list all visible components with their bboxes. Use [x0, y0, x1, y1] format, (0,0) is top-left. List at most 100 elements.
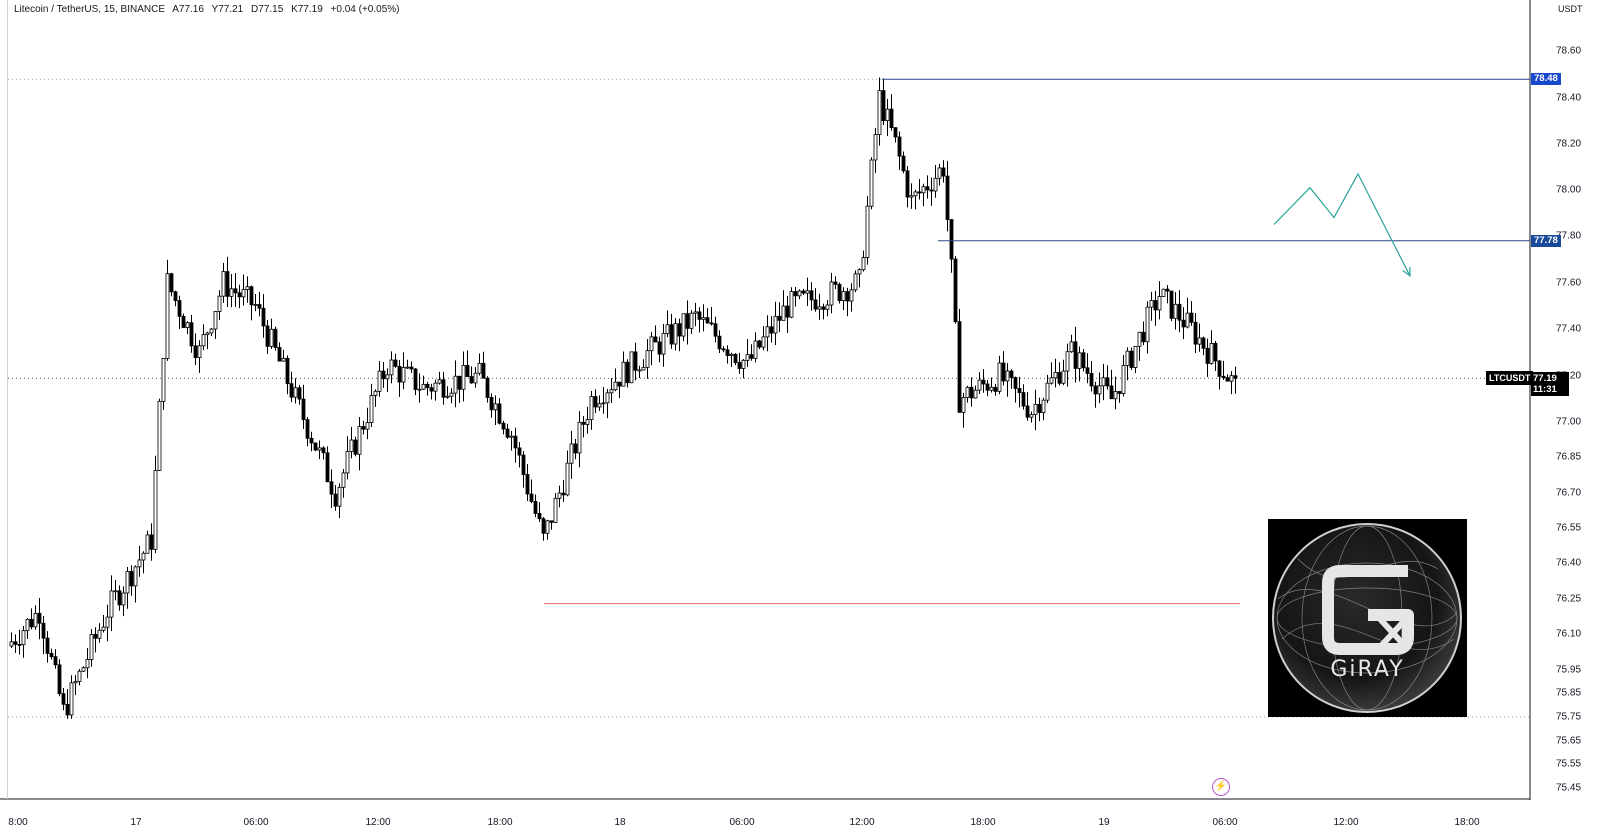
candle-body	[1225, 377, 1230, 382]
logo-brand-text: GiRAY	[1330, 657, 1405, 682]
projection-path[interactable]	[1273, 172, 1411, 277]
candle-body	[1021, 392, 1026, 407]
price-axis-unit[interactable]: USDT	[1558, 4, 1583, 14]
candle-body	[1145, 306, 1150, 343]
candle-body	[453, 375, 458, 394]
candle-body	[329, 481, 334, 495]
candle-body	[1057, 371, 1062, 384]
candle-body	[1181, 319, 1186, 328]
candle-body	[81, 667, 86, 672]
candle-body	[157, 400, 162, 471]
candle-body	[661, 333, 666, 355]
candle-body	[753, 340, 758, 359]
candle-body	[789, 291, 794, 318]
candle-body	[601, 402, 606, 405]
close-value: K77.19	[291, 4, 323, 15]
price-tick-label: 75.55	[1556, 758, 1582, 770]
candle-body	[509, 435, 514, 438]
candle-body	[657, 341, 662, 355]
candle-body	[381, 370, 386, 380]
candle-body	[73, 681, 78, 684]
time-tick-label: 18:00	[970, 817, 996, 828]
candle-body	[1109, 385, 1114, 400]
candle-body	[913, 191, 918, 197]
candle-body	[613, 381, 618, 391]
candle-body	[117, 590, 122, 606]
candle-body	[69, 682, 74, 716]
candle-body	[473, 372, 478, 384]
candle-body	[1117, 391, 1122, 394]
candle-body	[417, 388, 422, 391]
candle-body	[1081, 352, 1086, 369]
candle-body	[93, 634, 98, 639]
candle-body	[1017, 388, 1022, 394]
candle-body	[297, 387, 302, 400]
time-tick-label: 17	[130, 817, 142, 828]
candle-body	[1149, 300, 1154, 308]
price-tick-label: 76.70	[1556, 487, 1582, 499]
candle-body	[361, 426, 366, 430]
candle-body	[1041, 399, 1046, 413]
candle-body	[165, 273, 170, 359]
candle-body	[977, 379, 982, 391]
candle-body	[333, 493, 338, 507]
price-tick-label: 77.60	[1556, 277, 1582, 289]
candle-body	[745, 354, 750, 361]
time-tick-label: 12:00	[365, 817, 391, 828]
watermark-logo: GiRAY	[1268, 519, 1467, 717]
candle-body	[269, 328, 274, 347]
candle-body	[933, 177, 938, 192]
candle-body	[937, 167, 942, 179]
candle-body	[1125, 350, 1130, 366]
candle-body	[221, 271, 226, 297]
candle-body	[265, 325, 270, 347]
candle-body	[353, 439, 358, 455]
candle-body	[369, 395, 374, 423]
candle-body	[921, 186, 926, 194]
candle-body	[181, 315, 186, 328]
candle-body	[549, 520, 554, 523]
candle-body	[245, 286, 250, 290]
candle-body	[1093, 385, 1098, 395]
candle-body	[1133, 345, 1138, 368]
candle-body	[149, 534, 154, 550]
candle-body	[61, 693, 66, 705]
candle-body	[641, 366, 646, 371]
candle-body	[689, 312, 694, 329]
candle-body	[525, 474, 530, 495]
candle-body	[825, 304, 830, 310]
candle-body	[653, 336, 658, 343]
low-value: D77.15	[251, 4, 284, 15]
candle-body	[985, 383, 990, 391]
time-tick-label: 18	[614, 817, 626, 828]
lightning-icon[interactable]: ⚡	[1212, 778, 1230, 796]
price-tick-label: 75.85	[1556, 687, 1582, 699]
candle-body	[1049, 377, 1054, 384]
candle-body	[481, 362, 486, 379]
change-value: +0.04 (+0.05%)	[330, 4, 400, 15]
candle-body	[201, 334, 206, 347]
candle-body	[785, 305, 790, 318]
symbol-name[interactable]: Litecoin / TetherUS, 15, BINANCE	[14, 4, 165, 15]
candle-body	[533, 500, 538, 514]
candle-body	[189, 322, 194, 347]
candle-body	[497, 403, 502, 424]
candle-body	[829, 281, 834, 306]
candle-body	[89, 634, 94, 660]
candle-body	[593, 396, 598, 408]
candle-body	[605, 392, 610, 404]
candle-body	[485, 377, 490, 398]
candle-body	[749, 354, 754, 359]
candle-body	[769, 326, 774, 334]
candle-body	[1221, 375, 1226, 378]
candle-body	[1033, 403, 1038, 416]
candle-body	[1045, 382, 1050, 401]
candle-body	[209, 328, 214, 334]
candle-body	[337, 486, 342, 507]
candle-body	[461, 365, 466, 390]
price-tick-label: 78.60	[1556, 45, 1582, 57]
candle-body	[649, 336, 654, 352]
candle-body	[229, 288, 234, 297]
candle-body	[761, 336, 766, 348]
